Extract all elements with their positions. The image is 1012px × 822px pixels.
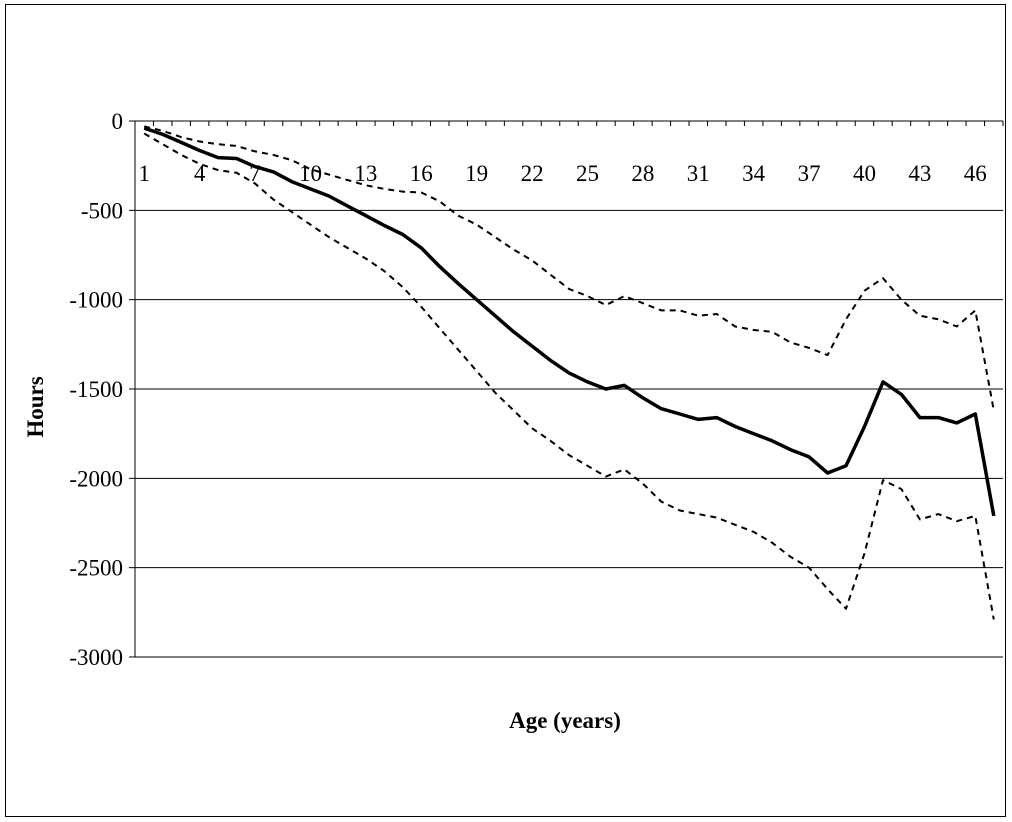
x-tick-label: 40 (853, 161, 876, 186)
y-tick-label: -500 (81, 198, 123, 223)
x-tick-label: 43 (908, 161, 931, 186)
series-line-bound (143, 132, 995, 620)
x-tick-label: 46 (964, 161, 987, 186)
x-tick-label: 16 (410, 161, 433, 186)
x-tick-label: 31 (687, 161, 710, 186)
x-tick-label: 22 (521, 161, 544, 186)
y-tick-label: -2000 (69, 466, 123, 491)
series-line-bound (143, 125, 995, 411)
y-axis-title: Hours (23, 376, 48, 437)
y-tick-label: -2500 (69, 556, 123, 581)
x-tick-label: 34 (742, 161, 766, 186)
axes (134, 120, 1004, 657)
x-tick-label: 19 (465, 161, 488, 186)
x-tick-labels: 1 4 7 10 13 16 19 22 25 28 31 34 37 40 43 46 (138, 161, 986, 186)
y-tick-label: -1000 (69, 288, 123, 313)
x-axis-title: Age (years) (509, 708, 621, 733)
x-tick-label: 7 (249, 161, 261, 186)
series-line-mean (143, 126, 996, 517)
x-tick-label: 28 (631, 161, 654, 186)
x-tick-label: 25 (576, 161, 599, 186)
y-tick-label: -3000 (69, 645, 123, 670)
series-layer (143, 125, 996, 620)
gridlines (129, 120, 1003, 658)
y-tick-label: 0 (112, 109, 124, 134)
x-tick-label: 13 (354, 161, 377, 186)
x-tick-label: 4 (194, 161, 206, 186)
y-tick-label: -1500 (69, 377, 123, 402)
x-tick-label: 37 (798, 161, 821, 186)
y-tick-labels: 0 -500 -1000 -1500 -2000 -2500 -3000 (69, 109, 123, 670)
x-tick-label: 1 (138, 161, 150, 186)
x-tick-label: 10 (299, 161, 322, 186)
